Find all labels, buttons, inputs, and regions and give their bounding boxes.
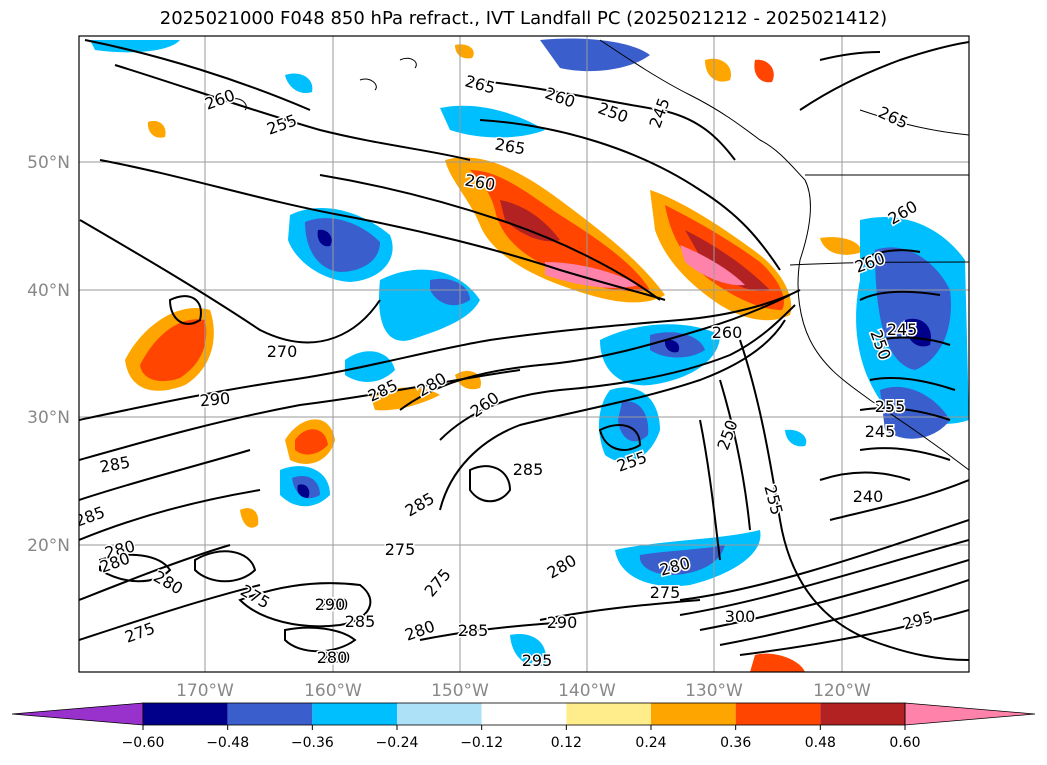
contours bbox=[79, 39, 969, 661]
lon-label: 160°W bbox=[304, 681, 362, 701]
contour-label: 290 bbox=[315, 595, 346, 614]
contour-label: 270 bbox=[267, 342, 298, 361]
contour-label: 290 bbox=[547, 613, 578, 632]
colorbar-segment bbox=[143, 703, 228, 725]
lon-label: 120°W bbox=[813, 681, 871, 701]
map-frame bbox=[78, 35, 970, 673]
lon-label: 150°W bbox=[431, 681, 489, 701]
lat-label: 40°N bbox=[27, 281, 70, 301]
colorbar-segment bbox=[397, 703, 482, 725]
colorbar-extend-min bbox=[11, 702, 144, 726]
colorbar-segment bbox=[312, 703, 397, 725]
contour-label: 285 bbox=[345, 612, 376, 631]
lat-label: 50°N bbox=[27, 153, 70, 173]
contour-label: 260 bbox=[712, 323, 743, 342]
lon-label: 170°W bbox=[176, 681, 234, 701]
lat-label: 30°N bbox=[27, 408, 70, 428]
colorbar: −0.60 −0.48 −0.36 −0.24 −0.12 0.12 0.24 0.36 0.4… bbox=[11, 702, 1036, 751]
colorbar-extend-max bbox=[904, 702, 1036, 726]
colorbar-tick-label: −0.36 bbox=[291, 735, 334, 751]
colorbar-tick-label: 0.36 bbox=[720, 735, 751, 751]
colorbar-segment bbox=[481, 703, 567, 725]
contour-label: 300 bbox=[725, 607, 756, 626]
contour-label: 280 bbox=[317, 648, 348, 667]
colorbar-tick-label: 0.12 bbox=[551, 735, 582, 751]
longitude-labels: 170°W 160°W 150°W 140°W 130°W 120°W bbox=[176, 681, 871, 701]
colorbar-segment bbox=[820, 703, 905, 725]
contour-label: 275 bbox=[650, 583, 681, 602]
colorbar-frame bbox=[142, 702, 906, 726]
lon-label: 130°W bbox=[685, 681, 743, 701]
contour-label: 280 bbox=[320, 648, 351, 667]
colorbar-segment bbox=[651, 703, 736, 725]
shaded-field-positive bbox=[125, 44, 862, 672]
colorbar-tick-label: −0.60 bbox=[122, 735, 165, 751]
colorbar-tick-label: −0.48 bbox=[206, 735, 249, 751]
colorbar-segment bbox=[227, 703, 313, 725]
contour-label: 290 bbox=[199, 389, 231, 411]
coastline bbox=[229, 39, 969, 471]
contour-label: 245 bbox=[865, 422, 896, 441]
contour-label: 245 bbox=[887, 320, 918, 339]
contour-label: 285 bbox=[458, 621, 489, 640]
shaded-field-negative bbox=[90, 38, 969, 667]
colorbar-segment bbox=[566, 703, 651, 725]
contour-label: 290 bbox=[318, 595, 349, 614]
contour-label: 295 bbox=[522, 651, 553, 670]
colorbar-tick-label: 0.60 bbox=[889, 735, 920, 751]
colorbar-tick-label: 0.24 bbox=[635, 735, 666, 751]
latitude-labels: 50°N 40°N 30°N 20°N bbox=[27, 153, 70, 556]
colorbar-segment bbox=[735, 703, 821, 725]
colorbar-tick-label: −0.12 bbox=[460, 735, 503, 751]
colorbar-tick-label: −0.24 bbox=[376, 735, 419, 751]
lon-label: 140°W bbox=[558, 681, 616, 701]
contour-label: 285 bbox=[513, 460, 544, 479]
contour-label: 255 bbox=[875, 397, 906, 416]
contour-label: 240 bbox=[853, 487, 884, 506]
contour-label: 275 bbox=[385, 540, 416, 559]
lat-label: 20°N bbox=[27, 536, 70, 556]
contour-label: 265 bbox=[493, 134, 526, 158]
map-title: 2025021000 F048 850 hPa refract., IVT La… bbox=[159, 8, 888, 29]
colorbar-tick-label: 0.48 bbox=[805, 735, 836, 751]
